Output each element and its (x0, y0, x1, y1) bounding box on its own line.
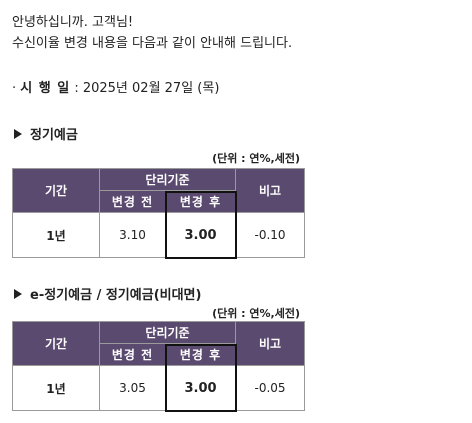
header-before: 변경 전 (99, 190, 166, 213)
section-title-text: 정기예금 (30, 128, 78, 143)
triangle-bullet-icon (14, 129, 22, 139)
table-row: 1년 3.10 3.00 -0.10 (12, 212, 306, 258)
greeting-text: 안녕하십니까. 고객님! (12, 15, 134, 30)
cell-note: -0.10 (235, 212, 306, 258)
intro-text: 수신이율 변경 내용을 다음과 같이 안내해 드립니다. (12, 36, 293, 51)
cell-term: 1년 (12, 212, 100, 258)
effective-date-label: 시 행 일 (20, 81, 71, 96)
header-before: 변경 전 (99, 343, 166, 366)
header-after: 변경 후 (164, 343, 237, 366)
cell-term: 1년 (12, 365, 100, 411)
cell-note: -0.05 (235, 365, 306, 411)
section-title-text: e-정기예금 / 정기예금(비대면) (30, 288, 202, 303)
rate-table-2: 기간 단리기준 비고 변경 전 변경 후 1년 3.05 3.00 -0.05 (12, 321, 306, 411)
cell-after: 3.00 (164, 365, 237, 411)
header-group: 단리기준 (98, 168, 237, 191)
header-term: 기간 (12, 168, 100, 213)
header-note: 비고 (235, 168, 306, 213)
header-group: 단리기준 (98, 321, 237, 344)
effective-date-line: · 시 행 일 : 2025년 02월 27일 (목) (12, 77, 219, 96)
table-row: 1년 3.05 3.00 -0.05 (12, 365, 306, 411)
rate-table-1: 기간 단리기준 비고 변경 전 변경 후 1년 3.10 3.00 -0.10 (12, 168, 306, 258)
cell-before: 3.10 (99, 212, 166, 258)
cell-before: 3.05 (99, 365, 166, 411)
effective-date-value: : 2025년 02월 27일 (목) (70, 81, 220, 96)
section-title-1: 정기예금 (14, 124, 78, 143)
unit-label: (단위 : 연%,세전) (212, 307, 300, 320)
header-after: 변경 후 (164, 190, 237, 213)
section-title-2: e-정기예금 / 정기예금(비대면) (14, 284, 201, 303)
triangle-bullet-icon (14, 289, 22, 299)
cell-after: 3.00 (164, 212, 237, 258)
header-note: 비고 (235, 321, 306, 366)
bullet-dot: · (12, 81, 21, 96)
header-term: 기간 (12, 321, 100, 366)
unit-label: (단위 : 연%,세전) (212, 152, 300, 165)
